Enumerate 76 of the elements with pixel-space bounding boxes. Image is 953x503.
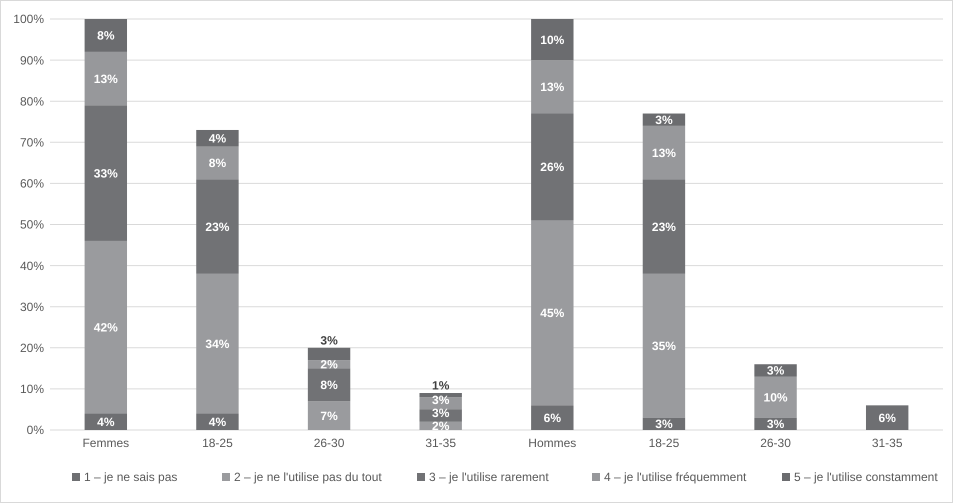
bar bbox=[308, 368, 350, 402]
y-tick-label: 50% bbox=[20, 218, 44, 232]
bar bbox=[754, 376, 797, 418]
data-label: 8% bbox=[208, 156, 226, 170]
bar bbox=[84, 240, 128, 414]
y-tick-label: 70% bbox=[20, 136, 44, 150]
data-label: 3% bbox=[655, 112, 673, 127]
data-label: 23% bbox=[205, 220, 230, 234]
data-label: 3% bbox=[432, 393, 450, 408]
bar bbox=[84, 19, 128, 52]
data-label: 3% bbox=[766, 417, 785, 432]
data-label: 8% bbox=[320, 378, 338, 392]
x-tick-label: 31-35 bbox=[425, 436, 456, 450]
data-label: 34% bbox=[205, 336, 230, 351]
data-label: 2% bbox=[432, 419, 450, 434]
x-tick-label: 18-25 bbox=[648, 436, 680, 450]
bar bbox=[642, 179, 686, 274]
bar bbox=[84, 105, 128, 241]
data-label: 13% bbox=[540, 80, 565, 94]
data-label: 26% bbox=[540, 160, 565, 174]
x-tick-label: Femmes bbox=[82, 436, 130, 450]
bar bbox=[308, 348, 350, 360]
bar bbox=[531, 114, 574, 220]
data-label: 4% bbox=[208, 131, 226, 146]
y-tick-label: 20% bbox=[20, 341, 44, 355]
data-label: 1% bbox=[432, 378, 450, 393]
bar bbox=[308, 401, 350, 430]
y-tick-label: 0% bbox=[26, 423, 44, 438]
x-tick-label: 31-35 bbox=[872, 436, 903, 450]
data-label: 42% bbox=[94, 320, 118, 334]
data-label: 2% bbox=[320, 357, 338, 372]
data-label: 13% bbox=[94, 72, 118, 86]
y-tick-label: 60% bbox=[20, 176, 44, 191]
data-label: 35% bbox=[652, 338, 676, 353]
bar bbox=[531, 405, 574, 430]
bar bbox=[642, 274, 686, 418]
data-label: 23% bbox=[652, 220, 676, 234]
legend-label: 4 – je l'utilise fréquemment bbox=[604, 470, 748, 484]
bar bbox=[84, 52, 128, 106]
data-label: 3% bbox=[655, 417, 673, 432]
y-tick-label: 40% bbox=[20, 258, 44, 273]
data-label: 4% bbox=[208, 414, 226, 429]
data-label: 6% bbox=[544, 410, 562, 425]
data-label: 10% bbox=[540, 32, 565, 47]
y-tick-label: 80% bbox=[20, 94, 44, 108]
bar bbox=[196, 179, 239, 274]
bar bbox=[196, 274, 239, 414]
y-tick-label: 30% bbox=[20, 300, 44, 314]
bar bbox=[531, 19, 574, 60]
data-label: 6% bbox=[878, 410, 896, 425]
data-label: 13% bbox=[652, 146, 676, 160]
y-tick-label: 10% bbox=[20, 382, 44, 396]
data-label: 3% bbox=[766, 364, 785, 378]
data-label: 7% bbox=[320, 408, 338, 423]
x-tick-label: 26-30 bbox=[760, 436, 792, 450]
data-label: 10% bbox=[764, 390, 788, 404]
legend-label: 5 – je l'utilise constamment bbox=[794, 470, 938, 484]
data-label: 33% bbox=[94, 166, 118, 180]
y-tick-label: 100% bbox=[13, 12, 44, 26]
bar bbox=[531, 60, 574, 114]
y-tick-label: 90% bbox=[20, 53, 44, 68]
data-label: 3% bbox=[432, 406, 450, 420]
bar bbox=[642, 126, 686, 180]
legend-label: 1 – je ne sais pas bbox=[84, 470, 178, 484]
legend-label: 3 – je l'utilise rarement bbox=[429, 470, 550, 484]
data-label: 4% bbox=[97, 414, 115, 429]
bar bbox=[196, 146, 239, 180]
legend-label: 2 – je ne l'utilise pas du tout bbox=[234, 470, 382, 484]
data-label: 8% bbox=[97, 28, 115, 43]
bar bbox=[531, 220, 574, 406]
x-tick-label: Hommes bbox=[528, 436, 576, 450]
x-tick-label: 26-30 bbox=[314, 436, 345, 450]
data-label: 45% bbox=[540, 306, 565, 320]
data-label: 3% bbox=[320, 334, 338, 348]
x-tick-label: 18-25 bbox=[202, 436, 234, 450]
bar bbox=[866, 405, 908, 430]
